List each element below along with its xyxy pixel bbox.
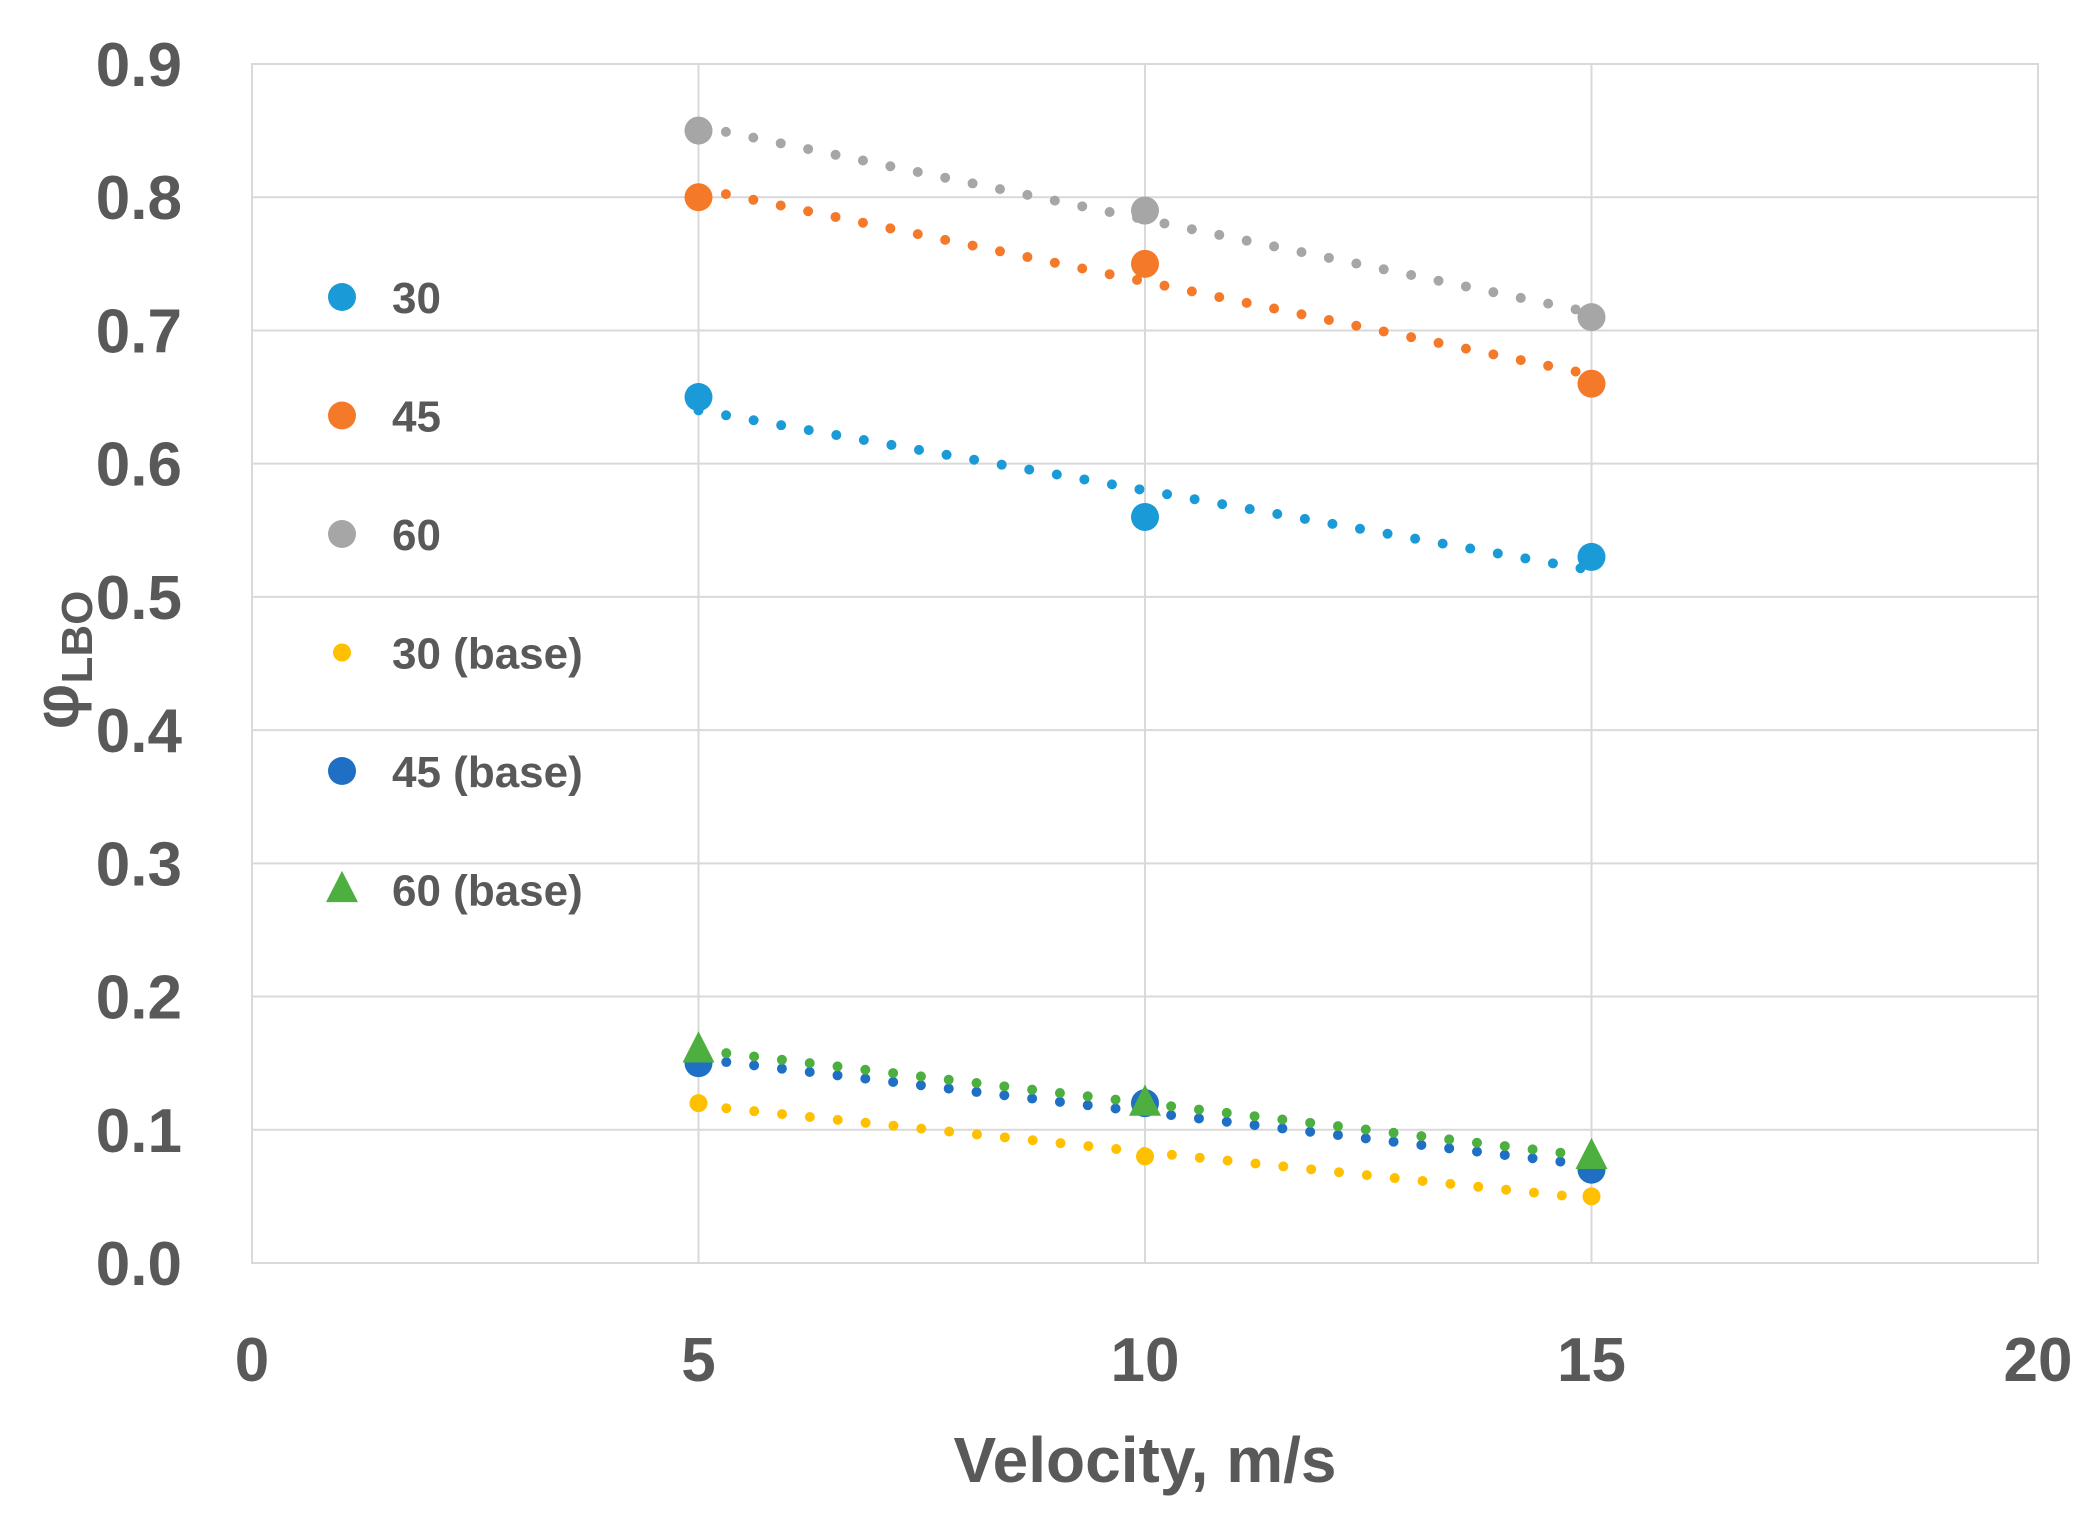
- x-tick-label: 0: [235, 1326, 269, 1395]
- legend-item: 45 (base): [328, 748, 583, 797]
- y-tick-label: 0.6: [96, 431, 182, 500]
- legend-label: 30 (base): [392, 630, 583, 679]
- y-axis-title: φLBO: [20, 591, 102, 730]
- legend: 30 45 60 30 (base) 45 (base) 60 (base): [326, 274, 583, 916]
- data-point-60-base: [1129, 1084, 1161, 1116]
- data-point-30-base: [1136, 1147, 1154, 1166]
- legend-item: 60 (base): [326, 867, 583, 916]
- x-tick-label: 20: [2004, 1326, 2073, 1395]
- y-tick-label: 0.8: [96, 164, 182, 233]
- y-tick-label: 0.2: [96, 964, 182, 1033]
- legend-item: 45: [328, 393, 441, 442]
- trendline-60: [693, 121, 1597, 318]
- data-point-60: [1131, 196, 1159, 225]
- data-point-30-base: [1582, 1187, 1601, 1206]
- x-axis-title: Velocity, m/s: [954, 1424, 1337, 1496]
- plot-area: [251, 63, 2039, 1264]
- legend-label: 30: [392, 274, 441, 323]
- legend-marker: [328, 757, 356, 785]
- legend-item: 30 (base): [333, 630, 583, 679]
- data-points: [682, 116, 1608, 1206]
- x-tick-label: 15: [1557, 1326, 1626, 1395]
- legend-marker: [328, 283, 356, 311]
- data-point-60-base: [682, 1031, 715, 1063]
- data-point-30: [684, 383, 713, 412]
- data-point-45: [1577, 369, 1606, 398]
- data-point-30: [1577, 542, 1606, 571]
- legend-marker: [328, 520, 356, 548]
- x-tick-label: 5: [681, 1326, 715, 1395]
- data-point-30-base: [689, 1094, 708, 1113]
- y-tick-label: 0.0: [96, 1230, 182, 1299]
- legend-label: 45 (base): [392, 748, 583, 797]
- y-tick-label: 0.7: [96, 297, 182, 366]
- y-tick-label: 0.3: [96, 830, 182, 899]
- trendline-45: [693, 183, 1597, 380]
- legend-marker: [333, 643, 351, 662]
- legend-label: 60: [392, 511, 441, 560]
- y-axis-tick-labels: 0.0 0.1 0.2 0.3 0.4 0.5 0.6 0.7 0.8 0.9: [96, 31, 183, 1299]
- data-point-30: [1131, 502, 1159, 531]
- legend-label: 60 (base): [392, 867, 583, 916]
- y-axis-title-main: φ: [20, 684, 92, 730]
- y-tick-label: 0.9: [96, 31, 182, 100]
- data-point-60: [684, 116, 713, 145]
- legend-marker: [326, 870, 358, 903]
- y-tick-label: 0.1: [96, 1097, 182, 1166]
- y-tick-label: 0.4: [96, 697, 183, 766]
- data-point-60: [1577, 303, 1606, 332]
- data-point-60-base: [1575, 1137, 1608, 1170]
- x-axis-tick-labels: 0 5 10 15 20: [235, 1326, 2073, 1395]
- legend-marker: [328, 401, 356, 430]
- legend-item: 30: [328, 274, 441, 323]
- data-point-45: [1131, 249, 1159, 278]
- x-tick-label: 10: [1111, 1326, 1180, 1395]
- y-tick-label: 0.5: [96, 564, 182, 633]
- legend-label: 45: [392, 393, 441, 442]
- data-point-45: [684, 183, 713, 212]
- legend-item: 60: [328, 511, 441, 560]
- trendline-30: [693, 405, 1597, 576]
- y-axis-title-subscript: LBO: [53, 591, 102, 684]
